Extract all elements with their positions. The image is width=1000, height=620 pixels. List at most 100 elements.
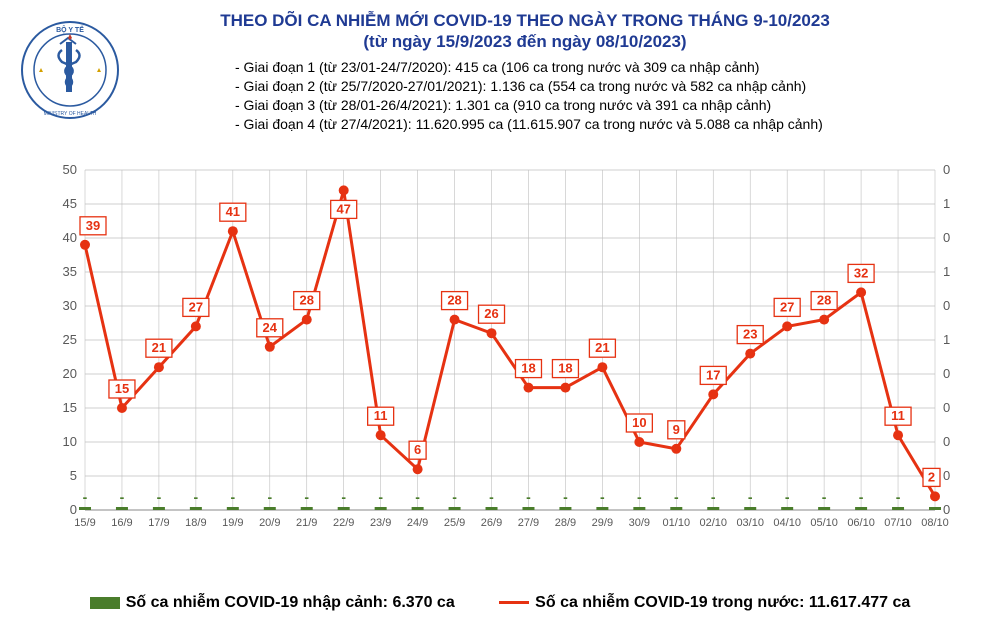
svg-text:47: 47 xyxy=(336,201,350,216)
svg-text:19/9: 19/9 xyxy=(222,517,243,529)
ministry-logo: BỘ Y TẾ MINISTRY OF HEALTH xyxy=(20,20,120,120)
title-block: THEO DÕI CA NHIỄM MỚI COVID-19 THEO NGÀY… xyxy=(150,10,900,52)
svg-text:9: 9 xyxy=(673,422,680,437)
svg-text:30/9: 30/9 xyxy=(629,517,650,529)
svg-text:-: - xyxy=(489,489,494,505)
svg-text:-: - xyxy=(415,489,420,505)
legend-line-label: Số ca nhiễm COVID-19 trong nước: 11.617.… xyxy=(535,594,910,611)
chart-container: BỘ Y TẾ MINISTRY OF HEALTH THEO DÕI CA N… xyxy=(0,0,1000,620)
title-line1: THEO DÕI CA NHIỄM MỚI COVID-19 THEO NGÀY… xyxy=(150,10,900,32)
svg-text:27: 27 xyxy=(189,299,203,314)
svg-text:25: 25 xyxy=(63,332,77,347)
svg-text:-: - xyxy=(157,489,162,505)
svg-text:0: 0 xyxy=(943,400,950,415)
svg-text:0: 0 xyxy=(943,230,950,245)
svg-text:20/9: 20/9 xyxy=(259,517,280,529)
svg-text:28/9: 28/9 xyxy=(555,517,576,529)
chart-area: 051015202530354045500101010000015/916/91… xyxy=(50,160,970,560)
title-line2: (từ ngày 15/9/2023 đến ngày 08/10/2023) xyxy=(150,32,900,52)
svg-text:-: - xyxy=(785,489,790,505)
svg-text:28: 28 xyxy=(817,293,831,308)
svg-text:1: 1 xyxy=(943,264,950,279)
svg-text:-: - xyxy=(748,489,753,505)
svg-text:05/10: 05/10 xyxy=(810,517,838,529)
svg-text:21: 21 xyxy=(595,340,609,355)
svg-text:16/9: 16/9 xyxy=(111,517,132,529)
svg-text:-: - xyxy=(120,489,125,505)
svg-text:0: 0 xyxy=(943,162,950,177)
svg-text:-: - xyxy=(711,489,716,505)
svg-text:-: - xyxy=(600,489,605,505)
svg-text:08/10: 08/10 xyxy=(921,517,949,529)
svg-text:29/9: 29/9 xyxy=(592,517,613,529)
svg-text:03/10: 03/10 xyxy=(736,517,764,529)
svg-text:50: 50 xyxy=(63,162,77,177)
legend-bar-swatch xyxy=(90,597,120,609)
svg-text:-: - xyxy=(526,489,531,505)
svg-text:-: - xyxy=(822,489,827,505)
legend-line-item: Số ca nhiễm COVID-19 trong nước: 11.617.… xyxy=(499,594,910,612)
svg-text:01/10: 01/10 xyxy=(663,517,691,529)
svg-text:15: 15 xyxy=(63,400,77,415)
svg-text:26/9: 26/9 xyxy=(481,517,502,529)
svg-text:07/10: 07/10 xyxy=(884,517,912,529)
phase-1: - Giai đoạn 1 (từ 23/01-24/7/2020): 415 … xyxy=(235,58,823,77)
svg-text:23: 23 xyxy=(743,327,757,342)
legend-line-swatch xyxy=(499,601,529,604)
svg-text:5: 5 xyxy=(70,468,77,483)
svg-text:45: 45 xyxy=(63,196,77,211)
svg-text:26: 26 xyxy=(484,306,498,321)
svg-text:28: 28 xyxy=(300,293,314,308)
svg-text:0: 0 xyxy=(70,502,77,517)
svg-text:-: - xyxy=(83,489,88,505)
svg-text:28: 28 xyxy=(447,293,461,308)
svg-text:-: - xyxy=(341,489,346,505)
svg-text:BỘ Y TẾ: BỘ Y TẾ xyxy=(56,24,84,34)
svg-text:27: 27 xyxy=(780,299,794,314)
svg-text:04/10: 04/10 xyxy=(773,517,801,529)
svg-text:21/9: 21/9 xyxy=(296,517,317,529)
svg-text:23/9: 23/9 xyxy=(370,517,391,529)
svg-text:02/10: 02/10 xyxy=(699,517,727,529)
svg-text:40: 40 xyxy=(63,230,77,245)
svg-text:21: 21 xyxy=(152,340,166,355)
svg-text:10: 10 xyxy=(632,415,646,430)
svg-text:-: - xyxy=(674,489,679,505)
svg-text:27/9: 27/9 xyxy=(518,517,539,529)
svg-text:15/9: 15/9 xyxy=(74,517,95,529)
svg-text:39: 39 xyxy=(86,218,100,233)
svg-text:20: 20 xyxy=(63,366,77,381)
svg-text:17: 17 xyxy=(706,367,720,382)
legend-bar-item: Số ca nhiễm COVID-19 nhập cảnh: 6.370 ca xyxy=(90,594,455,612)
legend: Số ca nhiễm COVID-19 nhập cảnh: 6.370 ca… xyxy=(0,594,1000,612)
svg-text:32: 32 xyxy=(854,265,868,280)
svg-text:24/9: 24/9 xyxy=(407,517,428,529)
svg-text:-: - xyxy=(563,489,568,505)
svg-text:2: 2 xyxy=(928,469,935,484)
svg-text:1: 1 xyxy=(943,196,950,211)
svg-text:22/9: 22/9 xyxy=(333,517,354,529)
svg-text:24: 24 xyxy=(263,320,278,335)
svg-text:0: 0 xyxy=(943,502,950,517)
phase-4: - Giai đoạn 4 (từ 27/4/2021): 11.620.995… xyxy=(235,115,823,134)
svg-text:30: 30 xyxy=(63,298,77,313)
phases-list: - Giai đoạn 1 (từ 23/01-24/7/2020): 415 … xyxy=(235,58,823,134)
svg-text:-: - xyxy=(267,489,272,505)
svg-text:10: 10 xyxy=(63,434,77,449)
svg-text:17/9: 17/9 xyxy=(148,517,169,529)
svg-text:6: 6 xyxy=(414,442,421,457)
svg-text:-: - xyxy=(194,489,199,505)
svg-text:-: - xyxy=(452,489,457,505)
svg-text:18: 18 xyxy=(521,361,535,376)
svg-text:11: 11 xyxy=(891,408,905,423)
svg-text:-: - xyxy=(637,489,642,505)
svg-text:41: 41 xyxy=(226,204,240,219)
svg-text:06/10: 06/10 xyxy=(847,517,875,529)
svg-text:18/9: 18/9 xyxy=(185,517,206,529)
phase-3: - Giai đoạn 3 (từ 28/01-26/4/2021): 1.30… xyxy=(235,96,823,115)
svg-text:-: - xyxy=(859,489,864,505)
svg-text:0: 0 xyxy=(943,366,950,381)
svg-text:15: 15 xyxy=(115,381,129,396)
svg-text:-: - xyxy=(378,489,383,505)
svg-text:35: 35 xyxy=(63,264,77,279)
